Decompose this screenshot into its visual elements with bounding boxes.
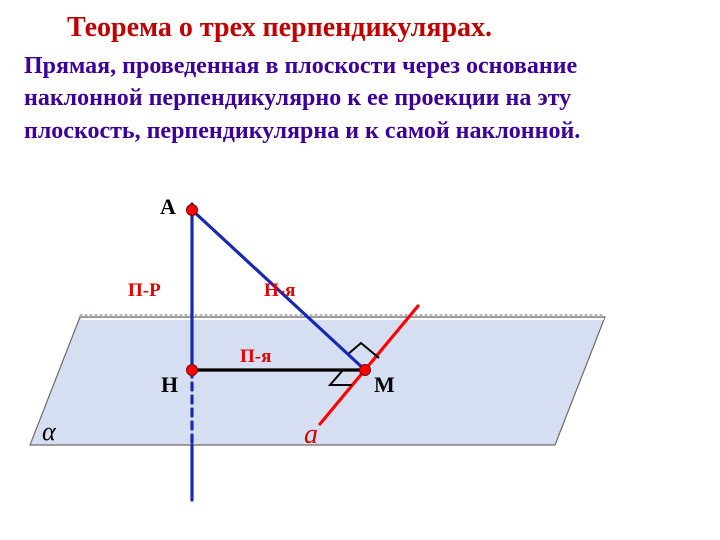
label-plane-alpha: α bbox=[42, 417, 57, 446]
label-Nya: Н-я bbox=[264, 280, 295, 301]
label-A: А bbox=[160, 194, 176, 219]
label-Pya: П-я bbox=[240, 346, 271, 367]
label-M: М bbox=[374, 372, 395, 397]
point-M bbox=[360, 365, 371, 376]
label-line-a: a bbox=[304, 419, 318, 450]
label-H: Н bbox=[161, 372, 178, 397]
point-H bbox=[187, 365, 198, 376]
three-perpendiculars-diagram: А Н М П-Р Н-я П-я a α bbox=[0, 0, 720, 540]
label-PR: П-Р bbox=[128, 280, 161, 301]
point-A bbox=[187, 205, 198, 216]
